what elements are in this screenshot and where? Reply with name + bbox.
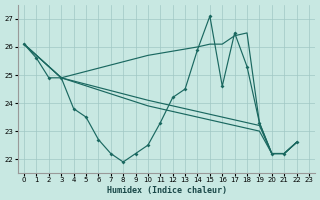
X-axis label: Humidex (Indice chaleur): Humidex (Indice chaleur) [107, 186, 227, 195]
